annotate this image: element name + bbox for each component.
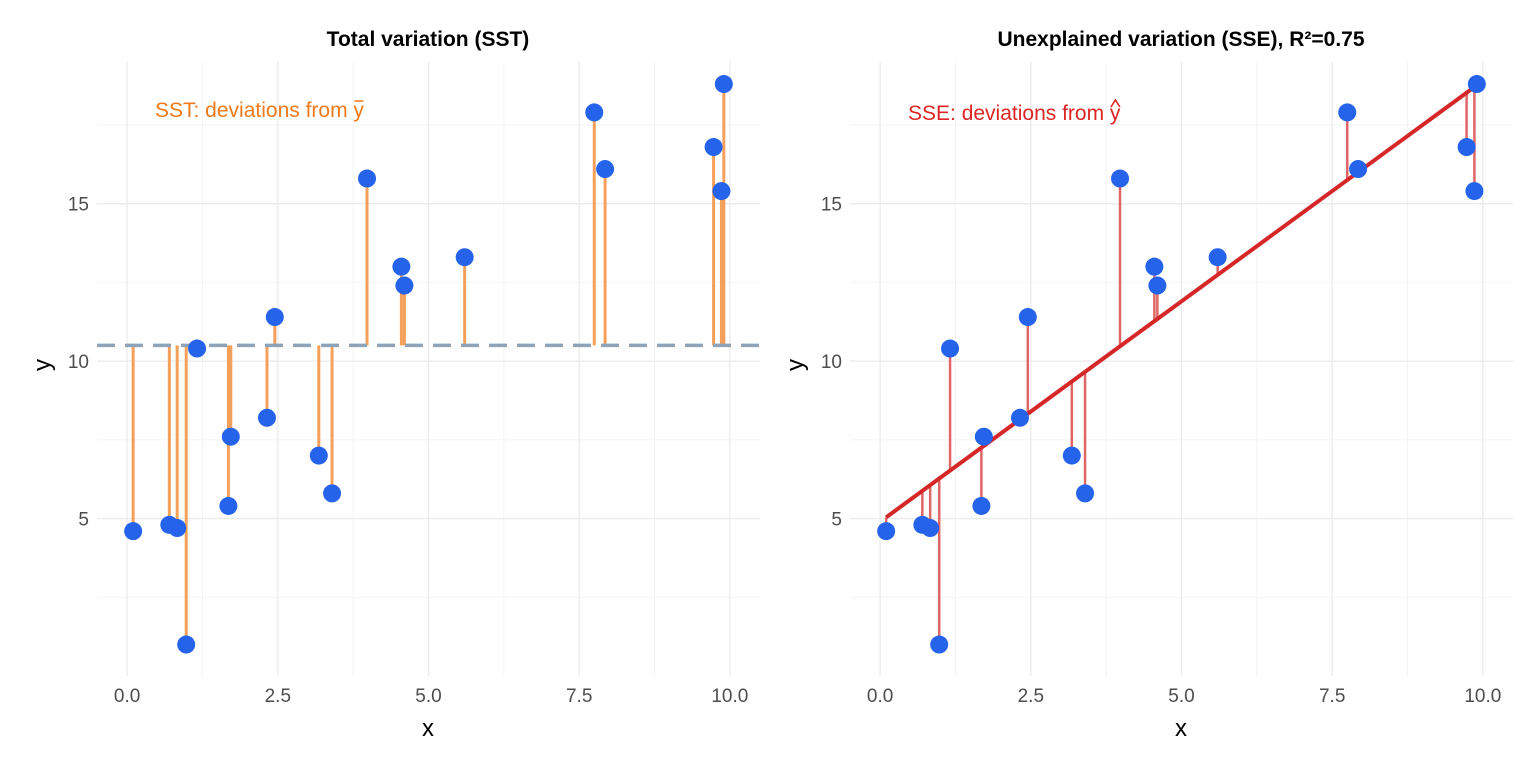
sst-x-tick-label: 0.0 xyxy=(114,686,140,707)
sst-data-point xyxy=(712,182,731,201)
sse-y-tick-label: 15 xyxy=(821,195,842,216)
sse-annotation: SSE: deviations from y xyxy=(908,102,1121,125)
sst-marks xyxy=(97,75,760,654)
sse-data-point xyxy=(877,522,896,541)
sse-data-point xyxy=(1018,308,1037,327)
sse-annotation-text: SSE: deviations from xyxy=(908,102,1110,125)
sst-y-tick-label: 5 xyxy=(78,510,89,531)
sst-data-point xyxy=(188,339,207,358)
sst-data-point xyxy=(395,276,414,295)
sst-data-point xyxy=(714,75,733,94)
sst-annotation-text: SST: deviations from xyxy=(155,99,353,122)
sse-data-point xyxy=(1457,138,1476,157)
sse-data-point xyxy=(1467,75,1486,94)
sse-x-tick-label: 5.0 xyxy=(1168,686,1194,707)
sse-annotation-symbol: y xyxy=(1110,102,1121,125)
sse-data-point xyxy=(1062,446,1081,465)
sst-data-point xyxy=(323,484,342,503)
sse-marks xyxy=(877,75,1486,654)
sst-data-point xyxy=(177,635,196,654)
sst-data-point xyxy=(124,522,143,541)
sse-data-point xyxy=(972,496,991,515)
sst-x-tick-label: 5.0 xyxy=(415,686,441,707)
sse-data-point xyxy=(1145,257,1164,276)
sst-grid xyxy=(97,62,760,676)
sst-data-point xyxy=(221,427,240,446)
sse-data-point xyxy=(1465,182,1484,201)
sst-y-tick-label: 10 xyxy=(68,352,89,373)
sst-data-point xyxy=(596,160,615,179)
yhat-caret xyxy=(1110,98,1121,108)
sst-x-tick-label: 10.0 xyxy=(711,686,748,707)
sse-data-point xyxy=(1111,169,1130,188)
sse-data-point xyxy=(1349,160,1368,179)
sse-data-point xyxy=(1208,248,1227,267)
sst-data-point xyxy=(219,496,238,515)
sse-data-point xyxy=(930,635,949,654)
sst-data-point xyxy=(585,103,604,122)
sst-annotation-symbol: y xyxy=(353,99,364,122)
panel-sst: Total variation (SST) SST: deviations fr… xyxy=(29,28,760,742)
sse-panel-title: Unexplained variation (SSE), R²=0.75 xyxy=(997,28,1364,51)
sse-x-ticks: 0.0 2.5 5.0 7.5 10.0 xyxy=(867,686,1501,707)
sst-data-point xyxy=(168,519,187,538)
sst-annotation: SST: deviations from y xyxy=(155,99,364,122)
sst-x-tick-label: 2.5 xyxy=(265,686,291,707)
sst-x-axis-title: x xyxy=(422,715,434,742)
sst-panel-title: Total variation (SST) xyxy=(327,28,530,51)
sse-x-tick-label: 7.5 xyxy=(1319,686,1345,707)
sse-data-point xyxy=(941,339,960,358)
sse-data-point xyxy=(1338,103,1357,122)
panel-sse: Unexplained variation (SSE), R²=0.75 SSE… xyxy=(782,28,1513,742)
sst-data-point xyxy=(455,248,474,267)
sse-data-point xyxy=(1010,408,1029,427)
sse-data-point xyxy=(1148,276,1167,295)
sst-data-point xyxy=(358,169,377,188)
sse-data-point xyxy=(921,519,940,538)
sse-data-point xyxy=(974,427,993,446)
sse-x-axis-title: x xyxy=(1175,715,1187,742)
sst-x-tick-label: 7.5 xyxy=(566,686,592,707)
sse-x-tick-label: 10.0 xyxy=(1464,686,1501,707)
sse-y-tick-label: 5 xyxy=(831,510,842,531)
sse-data-point xyxy=(1076,484,1095,503)
sse-x-tick-label: 0.0 xyxy=(867,686,893,707)
sse-grid xyxy=(850,62,1513,676)
sst-y-tick-label: 15 xyxy=(68,195,89,216)
sst-y-axis-title: y xyxy=(29,359,56,371)
sse-y-tick-label: 10 xyxy=(821,352,842,373)
sst-x-ticks: 0.0 2.5 5.0 7.5 10.0 xyxy=(114,686,748,707)
sst-data-point xyxy=(704,138,723,157)
sst-y-ticks: 5 10 15 xyxy=(68,195,89,531)
sst-data-point xyxy=(265,308,284,327)
sse-y-axis-title: y xyxy=(782,359,809,371)
sst-data-point xyxy=(309,446,328,465)
sst-data-point xyxy=(392,257,411,276)
sse-x-tick-label: 2.5 xyxy=(1018,686,1044,707)
sse-y-ticks: 5 10 15 xyxy=(821,195,842,531)
sst-data-point xyxy=(257,408,276,427)
